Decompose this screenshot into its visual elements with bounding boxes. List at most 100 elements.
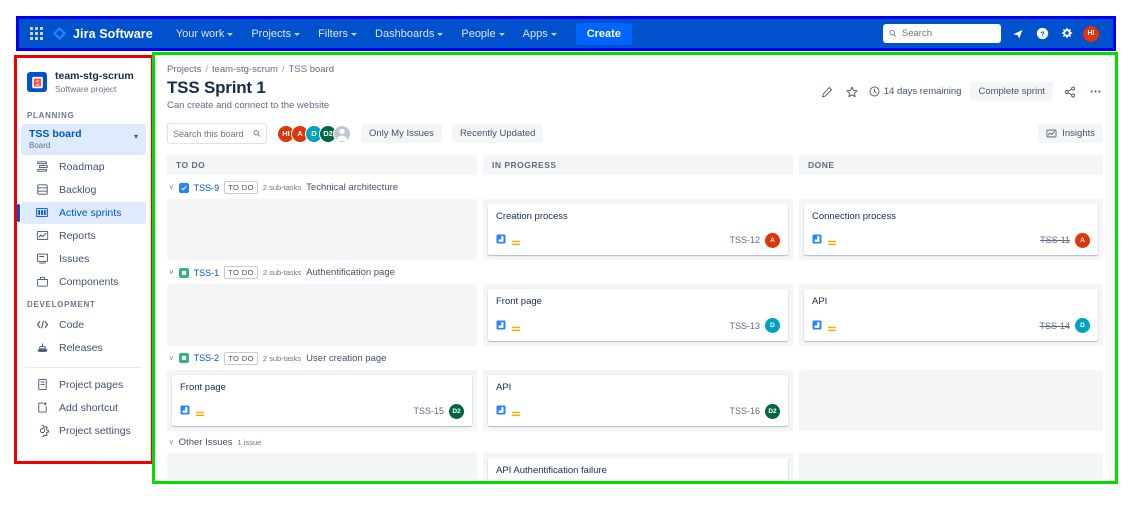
swimlane-header[interactable]: ˅ TSS-1 TO DO 2 sub-tasks Authentificati…	[167, 260, 1103, 284]
sidebar-item-releases[interactable]: Releases	[21, 337, 146, 359]
lane-column-todo[interactable]	[167, 199, 477, 261]
card-title: API	[812, 296, 828, 308]
card-avatar[interactable]: D	[765, 318, 780, 334]
card-issue-key[interactable]: TSS-12	[729, 235, 760, 246]
chevron-down-icon[interactable]: ˅	[169, 438, 174, 448]
issue-card[interactable]: Creation process TSS-12 A	[488, 204, 788, 256]
lane-column-inprogress[interactable]: Front page TSS-13 D	[483, 284, 793, 346]
chevron-down-icon[interactable]: ˅	[169, 353, 174, 363]
chevron-down-icon[interactable]: ˅	[169, 183, 174, 192]
nav-filters[interactable]: Filters	[309, 23, 366, 45]
sidebar-item-reports[interactable]: Reports	[21, 225, 146, 247]
sidebar-item-project-settings[interactable]: Project settings	[21, 420, 146, 442]
insights-label: Insights	[1062, 128, 1095, 139]
planning-section-label: PLANNING	[27, 110, 75, 120]
recently-updated-button[interactable]: Recently Updated	[451, 124, 544, 143]
lane-column-todo[interactable]: Front page TSS-15 D2	[167, 369, 477, 432]
search-input[interactable]	[173, 128, 250, 139]
column-header-done: DONE	[799, 155, 1103, 175]
card-issue-key[interactable]: TSS-11	[1040, 235, 1070, 246]
nav-your-work[interactable]: Your work	[167, 23, 243, 45]
only-my-issues-button[interactable]: Only My Issues	[361, 124, 442, 143]
issue-card[interactable]: Front page TSS-13 D	[488, 289, 788, 341]
card-issue-key[interactable]: TSS-15	[413, 406, 444, 417]
app-switcher-grid-icon[interactable]	[30, 26, 44, 41]
edit-pencil-icon[interactable]	[819, 84, 835, 100]
breadcrumb-project[interactable]: team-stg-scrum	[211, 64, 278, 75]
card-title: API Authentification failure	[496, 465, 607, 477]
sidebar-board-selector[interactable]: TSS board Board ▾	[21, 123, 146, 155]
chevron-down-icon[interactable]: ▾	[133, 131, 138, 141]
notifications-icon[interactable]	[1011, 27, 1025, 41]
backlog-icon	[35, 183, 49, 197]
sidebar-item-project-pages[interactable]: Project pages	[21, 374, 146, 396]
sidebar-board-subtitle: Board	[29, 140, 51, 150]
chevron-down-icon	[351, 32, 358, 36]
help-icon[interactable]: ?	[1035, 27, 1049, 41]
lane-column-todo[interactable]	[167, 453, 477, 481]
user-avatar[interactable]: HI	[1083, 25, 1099, 42]
swimlane-header[interactable]: ˅ TSS-2 TO DO 2 sub-tasks User creation …	[167, 346, 1103, 370]
sidebar-item-active-sprints[interactable]: Active sprints	[17, 201, 146, 224]
card-avatar[interactable]: D2	[765, 403, 780, 419]
sidebar-item-backlog[interactable]: Backlog	[21, 179, 146, 201]
issue-card[interactable]: API TSS-16 D2	[488, 374, 788, 427]
card-issue-key[interactable]: TSS-13	[729, 320, 760, 331]
lane-column-done[interactable]: API TSS-14 D	[799, 284, 1103, 346]
swimlane-header[interactable]: ˅ TSS-9 TO DO 2 sub-tasks Technical arch…	[167, 175, 1103, 199]
sidebar-item-add-shortcut[interactable]: Add shortcut	[21, 397, 146, 419]
avatar-unassigned-icon[interactable]	[333, 124, 351, 143]
card-avatar[interactable]: D	[1075, 318, 1090, 334]
status-badge: TO DO	[224, 351, 258, 365]
lane-column-done[interactable]: Connection process TSS-11 A	[799, 199, 1103, 261]
board-search[interactable]	[167, 123, 267, 144]
swimlane-issue-key[interactable]: TSS-1	[193, 267, 220, 278]
card-issue-key[interactable]: TSS-14	[1039, 320, 1070, 331]
nav-people[interactable]: People	[452, 23, 513, 45]
settings-gear-icon[interactable]	[1059, 27, 1073, 41]
lane-column-todo[interactable]	[167, 284, 477, 346]
avatar[interactable]: D	[305, 124, 323, 143]
issue-card[interactable]: Front page TSS-15 D2	[172, 374, 472, 427]
more-actions-icon[interactable]	[1087, 84, 1103, 100]
card-issue-key[interactable]: TSS-16	[729, 406, 760, 417]
issue-card[interactable]: Connection process TSS-11 A	[804, 204, 1098, 256]
lane-column-inprogress[interactable]: API Authentification failure TSS-10 D	[483, 453, 793, 481]
lane-column-inprogress[interactable]: Creation process TSS-12 A	[483, 199, 793, 261]
chevron-down-icon[interactable]: ˅	[169, 268, 174, 278]
swimlane-issue-key[interactable]: TSS-2	[193, 353, 220, 364]
global-search-input[interactable]	[901, 28, 995, 39]
sidebar-item-active-sprints-label: Active sprints	[59, 206, 122, 219]
insights-button[interactable]: Insights	[1038, 124, 1103, 143]
complete-sprint-button[interactable]: Complete sprint	[970, 82, 1053, 101]
swimlane-header-other-issues[interactable]: ˅ Other Issues 1 issue	[167, 431, 1103, 453]
project-header[interactable]: team-stg-scrum Software project	[17, 66, 150, 105]
global-search[interactable]	[883, 24, 1001, 43]
subtask-icon	[812, 317, 822, 335]
sprint-header: TSS Sprint 1 Can create and connect to t…	[167, 78, 1103, 111]
nav-dashboards[interactable]: Dashboards	[366, 23, 452, 45]
breadcrumb-board[interactable]: TSS board	[288, 64, 335, 75]
lane-column-inprogress[interactable]: API TSS-16 D2	[483, 369, 793, 432]
sidebar-item-roadmap[interactable]: Roadmap	[21, 156, 146, 178]
breadcrumb-projects[interactable]: Projects	[167, 64, 202, 75]
issue-card[interactable]: API Authentification failure TSS-10 D	[488, 458, 788, 481]
medium-priority-icon	[511, 235, 521, 246]
nav-apps[interactable]: Apps	[514, 23, 566, 45]
create-button[interactable]: Create	[575, 22, 632, 45]
jira-brand[interactable]: Jira Software	[52, 26, 153, 41]
sidebar-item-components[interactable]: Components	[21, 271, 146, 293]
card-avatar[interactable]: A	[1075, 232, 1090, 248]
star-icon[interactable]	[844, 84, 860, 100]
lane-column-done[interactable]	[799, 453, 1103, 481]
lane-column-done[interactable]	[799, 369, 1103, 432]
share-icon[interactable]	[1062, 84, 1078, 100]
avatar[interactable]: HI	[277, 124, 295, 143]
sidebar-item-code[interactable]: Code	[21, 314, 146, 336]
issue-card[interactable]: API TSS-14 D	[804, 289, 1098, 341]
swimlane-issue-key[interactable]: TSS-9	[193, 182, 220, 193]
card-avatar[interactable]: D2	[449, 403, 464, 419]
sidebar-item-issues[interactable]: Issues	[21, 248, 146, 270]
card-avatar[interactable]: A	[765, 232, 780, 248]
nav-projects[interactable]: Projects	[242, 23, 309, 45]
